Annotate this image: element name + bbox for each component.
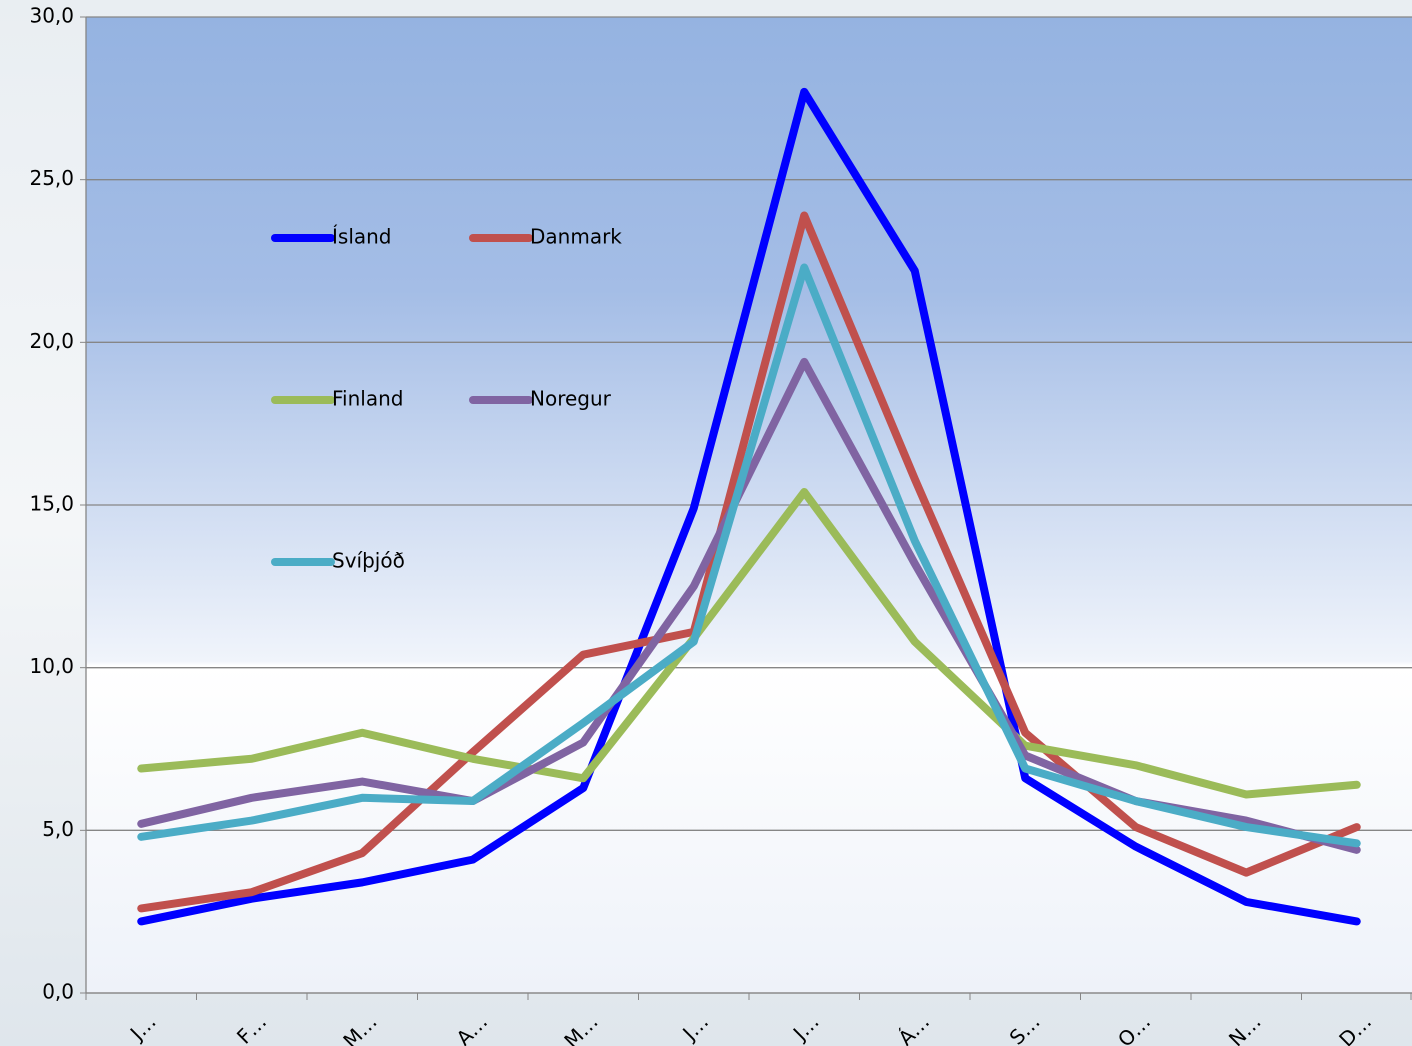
y-tick-label: 25,0 bbox=[29, 166, 74, 190]
y-tick-label: 30,0 bbox=[29, 4, 74, 28]
legend-label: Danmark bbox=[530, 225, 622, 249]
y-tick-label: 10,0 bbox=[29, 654, 74, 678]
series-line bbox=[137, 211, 1361, 913]
series-line bbox=[137, 87, 1361, 926]
legend-label: Finland bbox=[332, 387, 403, 411]
y-tick-label: 20,0 bbox=[29, 329, 74, 353]
series-line bbox=[137, 263, 1361, 848]
legend-label: Ísland bbox=[332, 225, 392, 249]
legend-label: Noregur bbox=[530, 387, 612, 411]
series-line bbox=[137, 487, 1361, 799]
y-tick-label: 0,0 bbox=[42, 980, 74, 1004]
y-tick-label: 5,0 bbox=[42, 817, 74, 841]
legend-label: Svíþjóð bbox=[332, 549, 405, 573]
y-tick-label: 15,0 bbox=[29, 492, 74, 516]
